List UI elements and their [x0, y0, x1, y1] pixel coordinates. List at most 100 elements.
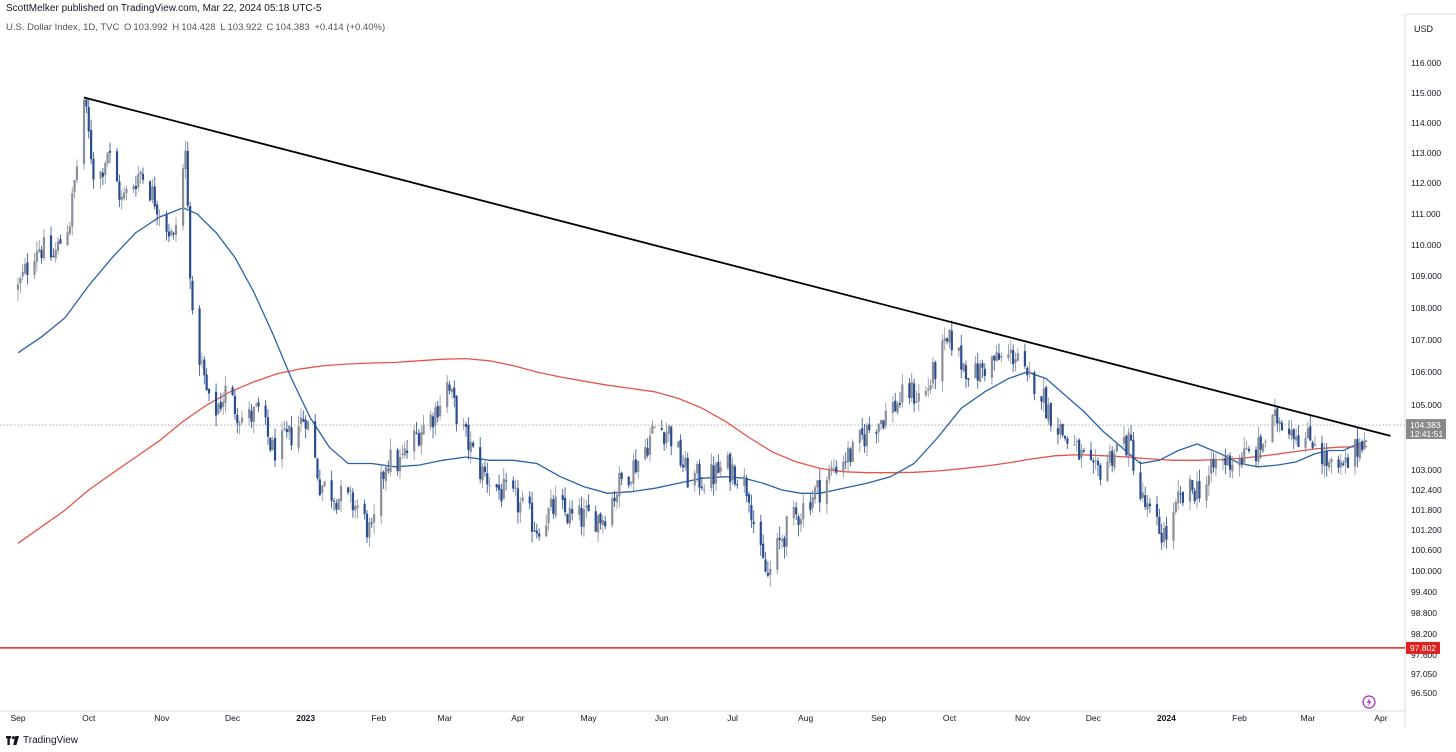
open-value: 103.992: [133, 22, 168, 33]
candle-body: [917, 393, 920, 402]
candle-body: [49, 235, 53, 258]
candle-body: [439, 405, 442, 417]
candle-body: [594, 511, 597, 532]
candle-body: [512, 480, 515, 489]
candle-body: [825, 479, 828, 504]
candle-body: [321, 485, 324, 494]
candle-body: [186, 150, 189, 206]
time-tick-label: 2024: [1157, 713, 1176, 723]
candle-body: [604, 521, 607, 527]
candle-body: [82, 99, 86, 165]
candle-body: [677, 441, 680, 448]
candle-body: [792, 506, 795, 519]
candle-body: [535, 530, 538, 534]
candle-body: [54, 249, 57, 259]
time-axis[interactable]: Sep Oct Nov Dec 2023 Feb Mar Apr May Jun Jul Aug Sep…: [10, 713, 1387, 723]
candle-body: [1271, 415, 1274, 443]
candle-body: [1089, 449, 1093, 461]
candle-body: [469, 441, 472, 453]
candle-body: [1012, 350, 1015, 365]
candle-body: [1257, 437, 1260, 462]
candle-body: [528, 496, 531, 504]
candle-body: [264, 405, 267, 418]
candle-body: [729, 453, 732, 483]
candle-body: [398, 457, 402, 472]
price-tick-label: 102.400: [1411, 485, 1442, 495]
candle-body: [630, 481, 633, 484]
time-tick-label: Apr: [511, 713, 524, 723]
candle-body: [521, 497, 524, 502]
candle-body: [1125, 435, 1128, 456]
candle-body: [571, 509, 574, 514]
candle-body: [549, 498, 553, 508]
candle-body: [302, 418, 305, 422]
candle-body: [1339, 461, 1343, 468]
candle-body: [271, 440, 274, 451]
candle-body: [462, 424, 465, 426]
price-axis[interactable]: 116.000 115.000 114.000 113.000 112.000 111.0…: [1411, 58, 1442, 698]
candle-body: [52, 255, 55, 257]
candle-body: [1148, 503, 1152, 507]
candle-body: [33, 261, 36, 275]
candle-body: [306, 421, 310, 430]
candle-body: [1165, 525, 1168, 540]
candle-body: [712, 465, 715, 485]
candle-body: [990, 356, 994, 378]
candle-body: [238, 423, 241, 426]
candle-body: [1287, 428, 1291, 435]
currency-label[interactable]: USD: [1414, 24, 1434, 34]
candle-body: [776, 538, 779, 570]
support-price-label: 97.802: [1410, 643, 1436, 653]
candle-body: [266, 417, 270, 437]
candle-body: [464, 424, 468, 427]
candle-body: [778, 537, 781, 540]
candle-body: [832, 468, 836, 470]
candle-body: [1344, 457, 1347, 463]
flash-icon[interactable]: [1362, 695, 1376, 709]
candle-body: [354, 505, 357, 511]
candle-body: [927, 388, 930, 391]
candle-body: [1191, 480, 1194, 491]
candle-body: [1009, 349, 1012, 354]
last-price-badge: [1406, 419, 1446, 440]
candle-body: [1259, 436, 1262, 450]
candle-body: [1040, 396, 1043, 402]
candle-body: [1358, 442, 1361, 459]
trendline-group[interactable]: [83, 96, 1391, 437]
candle-body: [644, 447, 647, 460]
candle-body: [875, 432, 878, 434]
candle-body: [582, 508, 586, 528]
candle-body: [222, 401, 225, 407]
candle-body: [844, 461, 847, 463]
price-tick-label: 108.000: [1411, 303, 1442, 313]
candle-body: [1280, 422, 1284, 431]
candle-body: [868, 424, 871, 431]
candle-body: [269, 437, 272, 451]
candle-body: [283, 428, 286, 430]
candle-body: [156, 204, 159, 215]
candle-body: [101, 172, 104, 177]
candle-body: [696, 464, 699, 474]
candle-body: [23, 263, 27, 274]
time-tick-label: Mar: [438, 713, 453, 723]
candle-body: [153, 186, 156, 207]
price-tick-label: 113.000: [1411, 148, 1441, 158]
footer-brand-name: TradingView: [23, 735, 79, 746]
price-tick-label: 101.200: [1411, 525, 1442, 535]
candle-body: [104, 162, 107, 176]
candle-body: [533, 530, 536, 532]
candle-body: [1174, 501, 1177, 513]
candle-body: [580, 507, 583, 527]
candle-body: [813, 487, 817, 500]
candle-body: [413, 430, 416, 452]
candle-body: [431, 416, 435, 428]
candle-body: [1030, 372, 1034, 374]
candle-body: [403, 448, 406, 456]
candle-body: [1231, 464, 1234, 472]
candle-body: [380, 471, 383, 517]
symbol-ohlc-line: U.S. Dollar Index, 1D, TVC O 103.992 H 104…: [6, 22, 387, 33]
candle-body: [1115, 443, 1118, 452]
candle-body: [726, 455, 729, 469]
candle-body: [830, 467, 833, 470]
